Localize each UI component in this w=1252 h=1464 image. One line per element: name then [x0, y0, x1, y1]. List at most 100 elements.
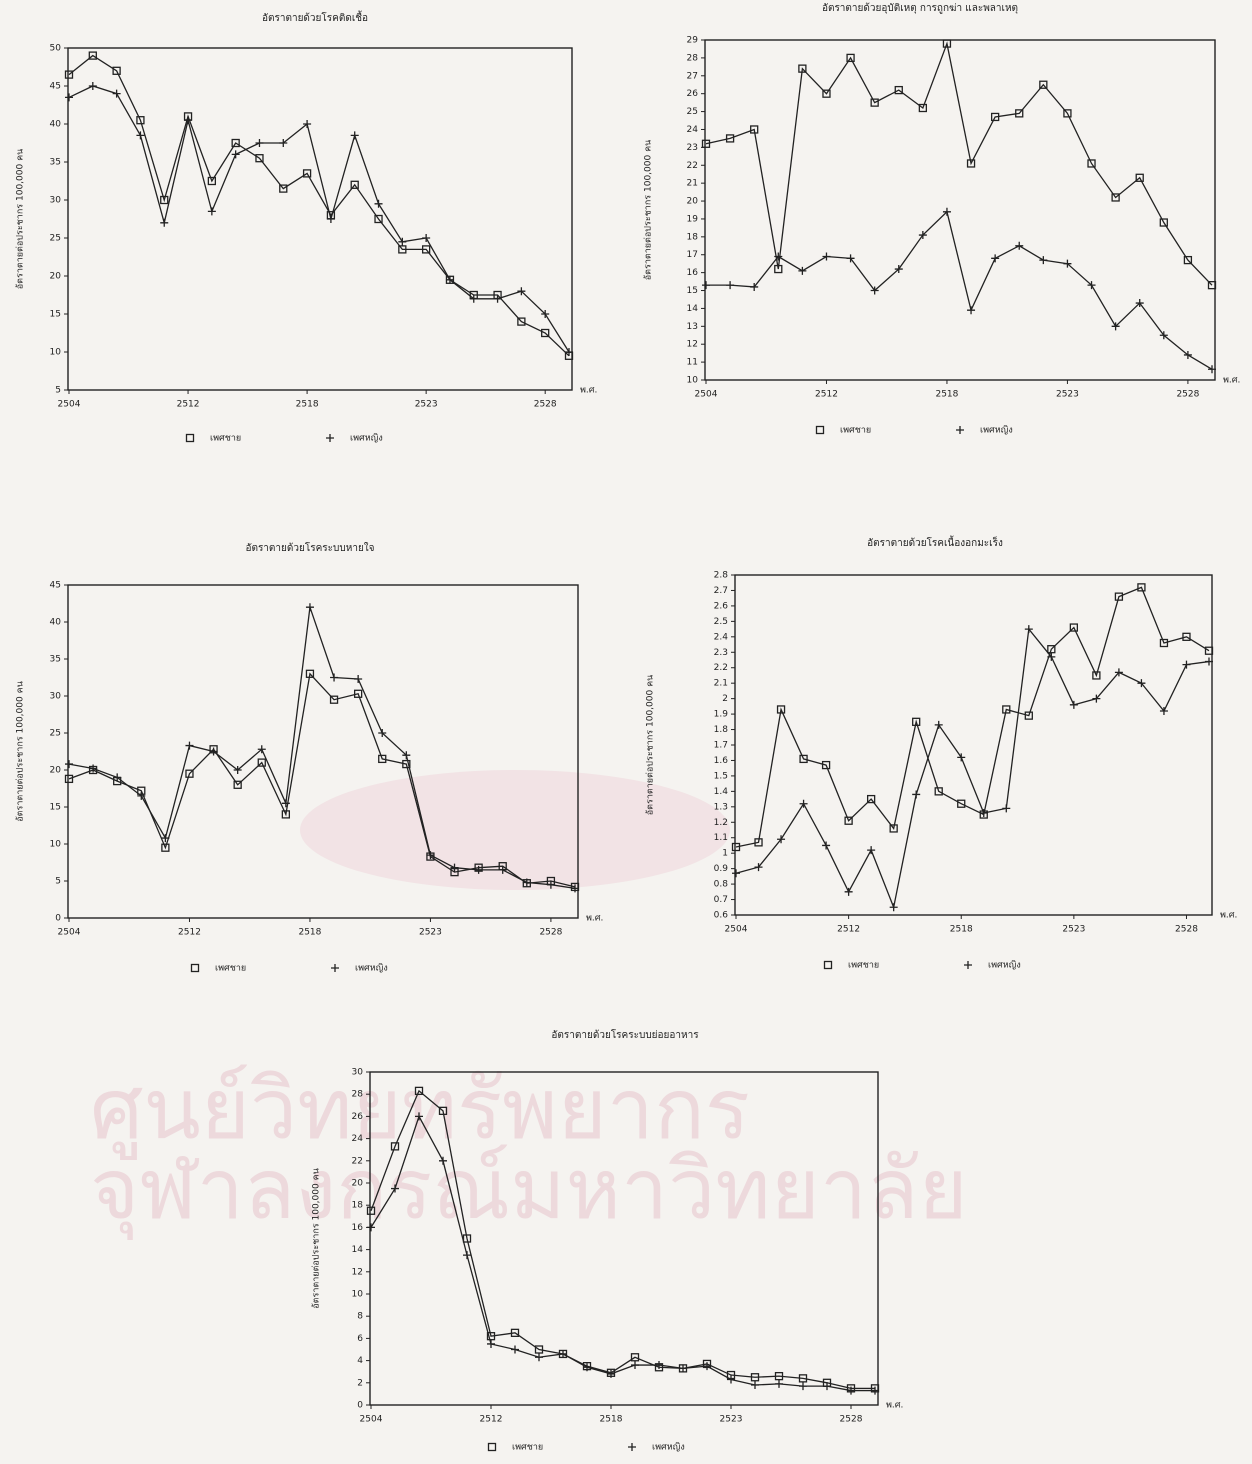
chart: อัตราตายด้วยโรคเนื้องอกมะเร็งอัตราตายต่อ… [646, 535, 1238, 971]
y-tick-label: 1.9 [714, 710, 729, 720]
y-tick-label: 30 [50, 692, 62, 702]
x-tick-label: 2523 [415, 400, 438, 410]
marker-plus [88, 82, 97, 90]
x-tick-label: 2523 [720, 1415, 743, 1425]
marker-plus [799, 1382, 807, 1391]
marker-square [1111, 193, 1120, 202]
marker-square [1069, 623, 1079, 632]
x-tick-label: 2504 [58, 400, 81, 410]
y-tick-label: 0 [357, 1401, 363, 1411]
chart-title: อัตราตายด้วยโรคเนื้องอกมะเร็ง [867, 535, 1003, 549]
y-tick-label: 2 [357, 1378, 363, 1388]
y-tick-label: 2 [722, 694, 728, 704]
y-tick-label: 20 [352, 1179, 364, 1189]
marker-plus [631, 1361, 639, 1370]
y-tick-label: 1 [722, 849, 728, 859]
marker-plus [870, 286, 879, 295]
plot-frame [704, 39, 1216, 381]
watermark-emblem [300, 770, 730, 890]
y-tick-label: 6 [357, 1334, 363, 1344]
y-tick-label: 22 [352, 1156, 363, 1166]
y-tick-label: 2.3 [714, 648, 728, 658]
series-line [68, 85, 570, 353]
y-tick-label: 2.5 [714, 617, 728, 627]
marker-square [136, 116, 145, 125]
y-tick-label: 20 [50, 766, 62, 776]
marker-square [233, 780, 242, 789]
y-tick-label: 18 [352, 1201, 364, 1211]
marker-square [966, 159, 976, 168]
y-tick-label: 45 [50, 82, 61, 92]
y-tick-label: 10 [352, 1290, 364, 1300]
marker-plus [822, 252, 831, 261]
marker-plus [415, 1112, 423, 1121]
marker-plus [964, 961, 972, 969]
y-tick-label: 2.4 [714, 632, 729, 642]
x-tick-label: 2523 [1062, 925, 1085, 935]
marker-square [912, 717, 921, 726]
y-tick-label: 28 [352, 1090, 364, 1100]
marker-plus [398, 237, 407, 246]
marker-plus [1039, 256, 1048, 265]
marker-plus [487, 1339, 495, 1348]
y-tick-label: 24 [352, 1134, 364, 1144]
marker-square [279, 184, 288, 193]
marker-plus [607, 1369, 615, 1378]
y-tick-label: 1.2 [714, 818, 728, 828]
x-axis-label: พ.ศ. [886, 1401, 903, 1411]
marker-plus [628, 1443, 636, 1451]
y-tick-label: 25 [50, 234, 61, 244]
y-tick-label: 0.9 [714, 864, 729, 874]
marker-square [438, 1106, 448, 1115]
marker-plus [889, 903, 898, 912]
y-tick-label: 13 [687, 322, 698, 332]
series-line [370, 1114, 875, 1392]
plot-frame [67, 584, 579, 919]
marker-plus [918, 231, 927, 240]
legend-label: เพศชาย [848, 961, 879, 971]
marker-plus [1208, 365, 1216, 374]
legend-label: เพศหญิง [350, 433, 383, 444]
marker-square [414, 1086, 424, 1096]
y-tick-label: 1.3 [714, 802, 728, 812]
marker-plus [517, 287, 526, 296]
marker-plus [469, 294, 478, 303]
marker-square [510, 1328, 520, 1337]
chart-title: อัตราตายด้วยอุบัติเหตุ การถูกฆ่า และพลาเ… [822, 2, 1018, 14]
x-tick-label: 2523 [419, 928, 442, 938]
y-tick-label: 20 [50, 272, 62, 282]
y-tick-label: 1.4 [714, 787, 729, 797]
x-tick-label: 2518 [296, 400, 319, 410]
y-tick-label: 10 [50, 840, 62, 850]
marker-plus [751, 1381, 759, 1390]
marker-plus [281, 799, 290, 808]
marker-plus [1182, 660, 1191, 669]
series-line [735, 586, 1210, 848]
series-line [370, 1089, 875, 1389]
marker-square [378, 754, 387, 764]
y-tick-label: 0.6 [714, 911, 729, 921]
marker-plus [326, 215, 335, 223]
series-line [68, 672, 576, 888]
marker-square [701, 139, 711, 148]
marker-plus [1205, 657, 1213, 666]
y-tick-label: 0.7 [714, 895, 728, 905]
marker-square [305, 669, 315, 678]
marker-square [866, 794, 876, 804]
marker-plus [732, 869, 740, 878]
y-tick-label: 17 [687, 250, 698, 260]
marker-plus [894, 265, 903, 274]
marker-square [374, 214, 383, 224]
marker-plus [956, 426, 964, 434]
y-tick-label: 11 [687, 358, 698, 368]
marker-plus [774, 252, 783, 261]
marker-plus [350, 131, 359, 140]
marker-square [725, 134, 735, 143]
marker-plus [934, 720, 943, 729]
marker-square [798, 1374, 808, 1383]
chart: อัตราตายด้วยโรคติดเชื้ออัตราตายต่อประชาก… [16, 10, 598, 444]
marker-square [731, 842, 741, 852]
marker-plus [1092, 694, 1101, 703]
marker-plus [1159, 331, 1168, 340]
y-tick-label: 5 [55, 386, 61, 396]
